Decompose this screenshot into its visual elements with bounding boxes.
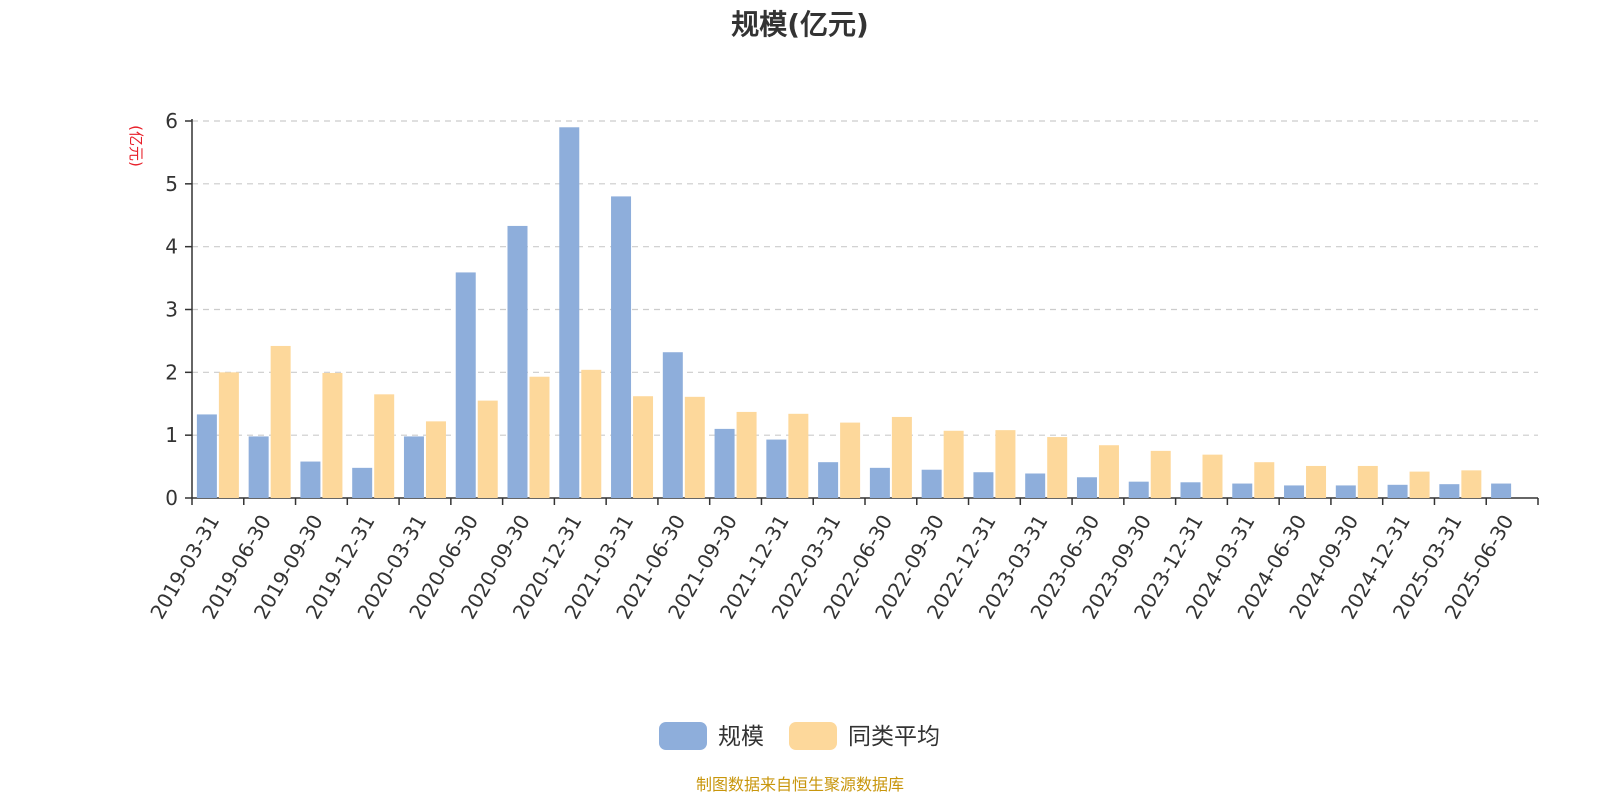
legend-label: 同类平均 bbox=[848, 724, 940, 750]
bar-peer-average bbox=[425, 421, 446, 498]
legend-swatch bbox=[789, 722, 837, 750]
bar-scale bbox=[869, 467, 890, 498]
bar-peer-average bbox=[1202, 454, 1223, 498]
bar-peer-average bbox=[1461, 470, 1482, 498]
bar-peer-average bbox=[633, 396, 654, 498]
bar-scale bbox=[196, 414, 217, 498]
y-tick-label: 6 bbox=[165, 109, 178, 133]
bar-peer-average bbox=[684, 396, 705, 498]
bar-scale bbox=[1180, 482, 1201, 498]
bar-peer-average bbox=[581, 369, 602, 498]
y-tick-label: 2 bbox=[165, 360, 178, 384]
bar-scale bbox=[403, 436, 424, 498]
bar-peer-average bbox=[270, 345, 291, 498]
bar-peer-average bbox=[1254, 462, 1275, 498]
bar-peer-average bbox=[736, 411, 757, 498]
bar-scale bbox=[714, 428, 735, 498]
bar-peer-average bbox=[218, 372, 239, 498]
bar-peer-average bbox=[529, 376, 550, 498]
y-tick-label: 5 bbox=[165, 172, 178, 196]
bar-scale bbox=[1439, 484, 1460, 498]
bar-scale bbox=[1284, 485, 1305, 498]
bar-scale bbox=[1335, 485, 1356, 498]
bar-scale bbox=[1076, 477, 1097, 498]
data-source-note: 制图数据来自恒生聚源数据库 bbox=[696, 775, 904, 794]
bar-peer-average bbox=[1047, 437, 1068, 498]
bar-peer-average bbox=[374, 394, 395, 498]
bar-scale bbox=[507, 225, 528, 498]
bar-peer-average bbox=[1098, 445, 1119, 498]
bar-peer-average bbox=[840, 422, 861, 498]
legend: 规模 同类平均 bbox=[659, 722, 940, 750]
bar-peer-average bbox=[995, 430, 1016, 498]
bar-scale bbox=[352, 467, 373, 498]
bar-peer-average bbox=[891, 416, 912, 498]
bars bbox=[196, 127, 1512, 499]
y-tick-label: 3 bbox=[165, 298, 178, 322]
grid-lines bbox=[192, 120, 1538, 436]
bar-scale bbox=[818, 462, 839, 498]
bar-peer-average bbox=[943, 430, 964, 498]
x-axis-ticks: 2019-03-312019-06-302019-09-302019-12-31… bbox=[145, 498, 1539, 623]
bar-peer-average bbox=[322, 372, 343, 498]
bar-scale bbox=[1387, 484, 1408, 498]
legend-label: 规模 bbox=[718, 724, 764, 750]
bar-scale bbox=[1232, 483, 1253, 498]
chart-title: 规模(亿元) bbox=[731, 8, 869, 41]
y-tick-label: 1 bbox=[165, 423, 178, 447]
bar-scale bbox=[921, 469, 942, 498]
bar-peer-average bbox=[1357, 465, 1378, 498]
y-tick-label: 0 bbox=[165, 486, 178, 510]
bar-scale bbox=[766, 439, 787, 498]
y-tick-label: 4 bbox=[165, 235, 178, 259]
bar-scale bbox=[1025, 473, 1046, 498]
bar-scale bbox=[1128, 481, 1149, 498]
y-axis-unit-label: (亿元) bbox=[127, 125, 145, 167]
bar-scale bbox=[455, 272, 476, 498]
bar-peer-average bbox=[788, 413, 809, 498]
bar-scale bbox=[662, 352, 683, 498]
bar-scale bbox=[300, 461, 321, 498]
bar-peer-average bbox=[477, 400, 498, 498]
bar-peer-average bbox=[1150, 450, 1171, 498]
bar-peer-average bbox=[1409, 471, 1430, 498]
bar-scale bbox=[973, 472, 994, 498]
bar-scale bbox=[248, 436, 269, 498]
bar-peer-average bbox=[1306, 465, 1327, 498]
legend-swatch bbox=[659, 722, 707, 750]
bar-scale bbox=[559, 127, 580, 499]
y-axis-ticks: 0 1 2 3 4 5 6 bbox=[165, 109, 192, 510]
bar-scale bbox=[1491, 483, 1512, 498]
bar-scale bbox=[611, 196, 632, 498]
